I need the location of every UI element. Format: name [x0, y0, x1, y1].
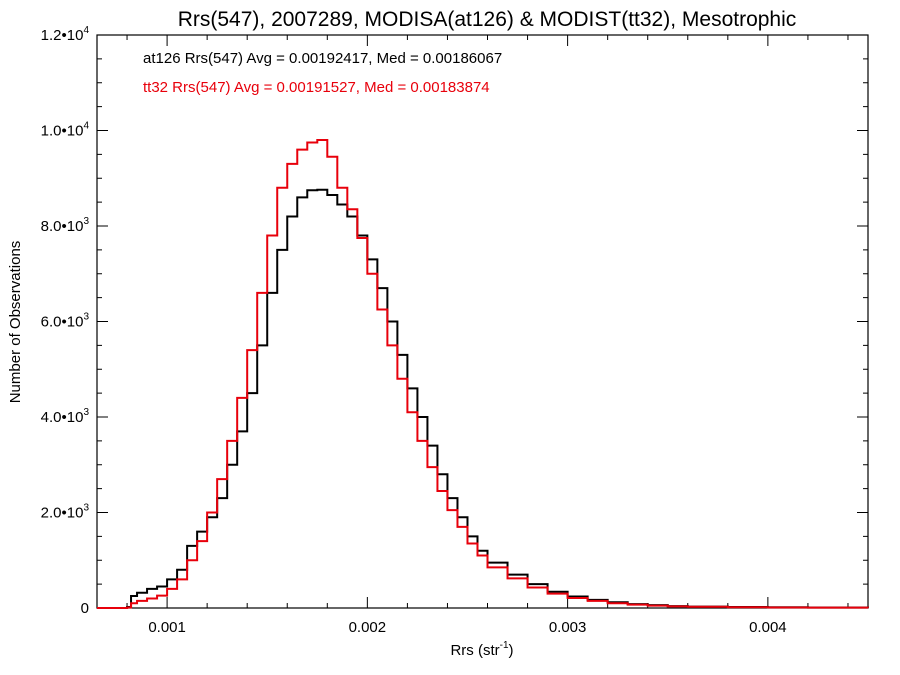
y-tick-label-2: 4.0•103	[41, 407, 90, 426]
y-tick-label-5: 1.0•104	[41, 121, 90, 140]
chart-title: Rrs(547), 2007289, MODISA(at126) & MODIS…	[178, 8, 797, 31]
x-tick-label-2: 0.003	[549, 619, 587, 636]
legend-entry-black: at126 Rrs(547) Avg = 0.00192417, Med = 0…	[143, 50, 502, 67]
y-tick-label-4: 8.0•103	[41, 216, 90, 235]
x-tick-label-0: 0.001	[148, 619, 186, 636]
series-layer	[97, 139, 869, 609]
x-tick-label-1: 0.002	[349, 619, 387, 636]
y-tick-label-3: 6.0•103	[41, 312, 90, 331]
y-tick-label-0: 0	[81, 600, 89, 617]
y-axis-label: Number of Observations	[7, 241, 24, 404]
plot-frame	[96, 34, 869, 609]
y-tick-label-6: 1.2•104	[41, 25, 90, 44]
series-line-1	[97, 139, 869, 609]
legend-entry-red: tt32 Rrs(547) Avg = 0.00191527, Med = 0.…	[143, 79, 490, 96]
axis-ticks	[97, 34, 868, 609]
x-axis-label: Rrs (str-1)	[450, 640, 513, 659]
x-tick-label-3: 0.004	[749, 619, 787, 636]
series-line-0	[97, 188, 869, 609]
tick-labels: 0.001 0.002 0.003 0.004 0 2.0•103 4.0•103 6.0•1…	[41, 25, 787, 636]
y-tick-label-1: 2.0•103	[41, 503, 90, 522]
